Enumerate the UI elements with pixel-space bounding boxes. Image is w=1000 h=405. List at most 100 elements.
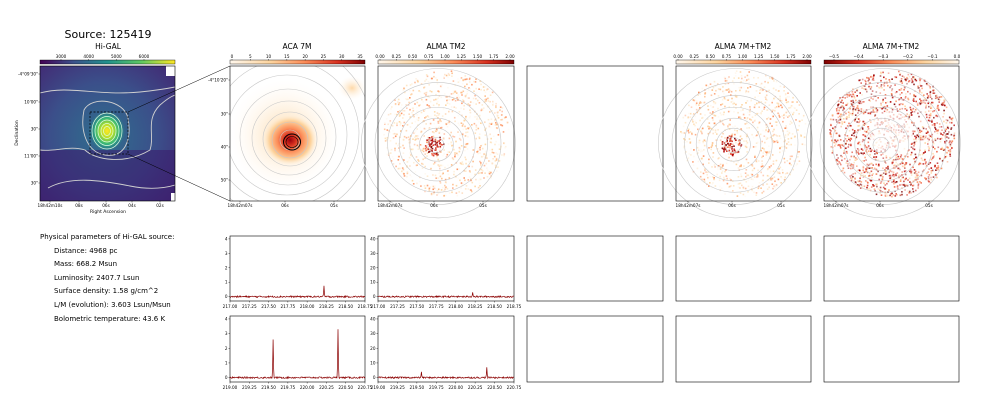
colorbar-tick-label: 0.75 bbox=[424, 54, 434, 59]
spectrum-x-tick-label: 220.75 bbox=[507, 385, 522, 390]
combo2-title: ALMA 7M+TM2 bbox=[863, 42, 920, 51]
spectrum-x-tick-label: 219.75 bbox=[429, 385, 444, 390]
tm2-colorbar bbox=[377, 59, 515, 65]
spectrum-x-tick-label: 220.75 bbox=[358, 385, 373, 390]
axis-tick-label: 50" bbox=[221, 178, 228, 183]
spectrum-plot: 217.00 217.25 217.50 217.75 218.00 218.25 218.… bbox=[223, 235, 373, 309]
spectrum-x-tick-label: 220.00 bbox=[300, 385, 315, 390]
empty-spectrum-box bbox=[675, 315, 812, 383]
axis-tick-label: 30" bbox=[31, 127, 38, 132]
colorbar-tick-label: 1.75 bbox=[786, 54, 796, 59]
combo-colorbar-ticks: 0.00 0.25 0.50 0.75 1.00 1.25 1.50 1.75 2.00 bbox=[673, 54, 812, 61]
spectrum-y-tick-label: 4 bbox=[225, 316, 228, 321]
spectrum-x-tick-label: 218.25 bbox=[319, 304, 334, 309]
spectrum-frame bbox=[229, 235, 366, 302]
spectrum-x-tick-label: 217.75 bbox=[281, 304, 296, 309]
combo-colorbar bbox=[675, 59, 812, 65]
tm2-title: ALMA TM2 bbox=[426, 42, 465, 51]
empty-spectrum-box bbox=[823, 315, 960, 383]
physical-heading: Physical parameters of Hi-GAL source: bbox=[40, 233, 175, 241]
tm2-x-ticks: 18h42m07s 06s 05s bbox=[378, 201, 487, 208]
colorbar-tick-label: 10 bbox=[266, 54, 272, 59]
axis-tick-label: 08s bbox=[75, 203, 83, 208]
colorbar-tick-label: −0.4 bbox=[854, 54, 865, 59]
tm2-panel: ALMA TM2 0.00 0.25 0.50 0.75 1.00 1.25 1.50 1.7… bbox=[361, 42, 516, 219]
physical-line-surface-density: Surface density: 1.58 g/cm^2 bbox=[54, 287, 159, 296]
spectrum-plot: 217.00 217.25 217.50 217.75 218.00 218.25 218.… bbox=[370, 235, 522, 309]
colorbar-tick-label: −0.3 bbox=[878, 54, 889, 59]
axis-tick-label: -4°10'20" bbox=[208, 78, 228, 83]
physical-line-mass: Mass: 668.2 Msun bbox=[54, 260, 118, 269]
colorbar-tick-label: 1.50 bbox=[473, 54, 483, 59]
axis-tick-label: 11'00" bbox=[24, 154, 38, 159]
spectrum-frame bbox=[377, 315, 515, 383]
colorbar-tick-label: 25 bbox=[321, 54, 327, 59]
colorbar-tick-label: 2.00 bbox=[505, 54, 515, 59]
higal-y-ticks: -4°09'30" 10'00" 30" 11'00" 30" bbox=[18, 72, 40, 186]
spectrum-y-tick-label: 3 bbox=[225, 331, 228, 336]
spectrum-y-tick-label: 1 bbox=[225, 360, 228, 365]
spectrum-x-tick-label: 218.50 bbox=[338, 304, 353, 309]
colorbar-tick-label: 0.25 bbox=[392, 54, 402, 59]
tm2-colorbar-ticks: 0.00 0.25 0.50 0.75 1.00 1.25 1.50 1.75 2.00 bbox=[375, 54, 515, 61]
colorbar-tick-label: 2.00 bbox=[802, 54, 812, 59]
colorbar-tick-label: 3000 bbox=[56, 54, 67, 59]
spectrum-frame bbox=[229, 315, 366, 383]
colorbar-tick-label: 0 bbox=[231, 54, 234, 59]
physical-line-evolution: L/M (evolution): 3.603 Lsun/Msun bbox=[54, 300, 171, 309]
spectrum-frame bbox=[377, 235, 515, 302]
colorbar-tick-label: 1.25 bbox=[754, 54, 764, 59]
spectrum-y-tick-label: 40 bbox=[370, 316, 376, 321]
spectrum-x-tick-label: 220.50 bbox=[338, 385, 353, 390]
spectrum-x-tick-label: 217.25 bbox=[390, 304, 405, 309]
spectrum-x-tick-label: 218.75 bbox=[507, 304, 522, 309]
combo-image bbox=[658, 66, 813, 219]
axis-tick-label: 18h42m07s bbox=[228, 203, 253, 208]
spectrum-y-tick-label: 3 bbox=[225, 251, 228, 256]
colorbar-tick-label: 0.0 bbox=[954, 54, 961, 59]
axis-tick-label: 18h42m07s bbox=[676, 203, 701, 208]
spectrum-x-tick-label: 217.00 bbox=[371, 304, 386, 309]
spectrum-y-tick-label: 0 bbox=[373, 375, 376, 380]
spectrum-y-tick-label: 10 bbox=[370, 360, 376, 365]
spectrum-x-tick-label: 219.50 bbox=[410, 385, 425, 390]
spectrum-line bbox=[229, 329, 366, 380]
axis-tick-label: 18h42m07s bbox=[824, 203, 849, 208]
axis-tick-label: -4°09'30" bbox=[18, 72, 38, 77]
aca-image bbox=[230, 66, 365, 201]
spectrum-line bbox=[377, 292, 515, 299]
spectrum-y-tick-label: 0 bbox=[225, 375, 228, 380]
colorbar-tick-label: 1.75 bbox=[489, 54, 499, 59]
colorbar-tick-label: −0.1 bbox=[927, 54, 938, 59]
colorbar-tick-label: 0.50 bbox=[706, 54, 716, 59]
combo-panel: ALMA 7M+TM2 0.00 0.25 0.50 0.75 1.00 1.25 1.50… bbox=[658, 42, 813, 219]
tm2-image bbox=[361, 66, 516, 219]
axis-tick-label: 05s bbox=[479, 203, 487, 208]
axis-tick-label: 05s bbox=[925, 203, 933, 208]
zoom-line-bottom bbox=[127, 153, 231, 202]
colorbar-tick-label: 20 bbox=[302, 54, 308, 59]
colorbar-tick-label: 35 bbox=[357, 54, 363, 59]
spectrum-plot: 219.00 219.25 219.50 219.75 220.00 220.25 220.… bbox=[370, 315, 522, 390]
spectrum-plot: 219.00 219.25 219.50 219.75 220.00 220.25 220.… bbox=[223, 315, 373, 390]
combo2-image bbox=[806, 66, 961, 219]
colorbar-tick-label: 6000 bbox=[139, 54, 150, 59]
spectrum-x-tick-label: 219.25 bbox=[242, 385, 257, 390]
colorbar-tick-label: −0.2 bbox=[903, 54, 914, 59]
empty-spectrum-box bbox=[526, 315, 664, 383]
spectrum-y-tick-label: 0 bbox=[373, 294, 376, 299]
higal-xlabel: Right Ascension bbox=[90, 209, 126, 215]
axis-tick-label: 05s bbox=[777, 203, 785, 208]
spectrum-x-tick-label: 218.00 bbox=[448, 304, 463, 309]
axis-tick-label: 06s bbox=[281, 203, 289, 208]
axis-tick-label: 40" bbox=[221, 145, 228, 150]
axis-tick-label: 18h42m10s bbox=[38, 203, 63, 208]
spectrum-y-tick-label: 4 bbox=[225, 236, 228, 241]
combo-title: ALMA 7M+TM2 bbox=[715, 42, 772, 51]
spectrum-y-tick-label: 30 bbox=[370, 251, 376, 256]
empty-map-panel bbox=[526, 65, 664, 202]
axis-tick-label: 10'00" bbox=[24, 100, 38, 105]
higal-ylabel: Declination bbox=[14, 120, 20, 146]
spectrum-y-tick-label: 30 bbox=[370, 331, 376, 336]
combo2-x-ticks: 18h42m07s 06s 05s bbox=[824, 201, 933, 208]
